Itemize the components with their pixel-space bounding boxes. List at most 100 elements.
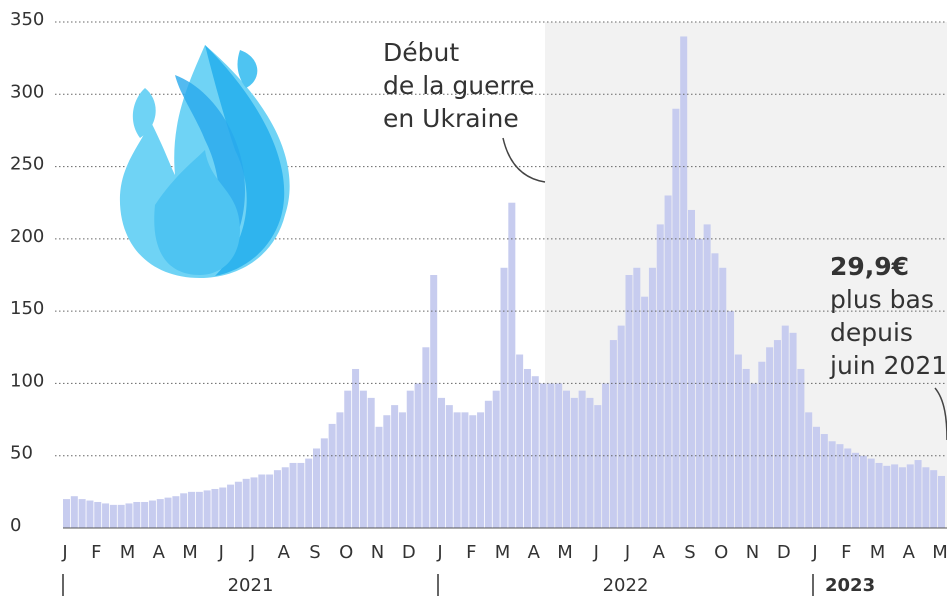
- bar: [555, 383, 563, 528]
- bar: [258, 474, 266, 528]
- x-tick-label: A: [903, 542, 916, 563]
- bar: [273, 470, 281, 528]
- bar: [227, 484, 235, 528]
- bar: [430, 275, 438, 528]
- bar: [570, 397, 578, 528]
- bar: [148, 500, 156, 528]
- bar: [773, 340, 781, 528]
- x-tick-label: M: [870, 542, 886, 563]
- bar: [188, 491, 196, 528]
- x-tick-label: J: [436, 542, 442, 563]
- bar: [422, 347, 430, 528]
- bar: [891, 464, 899, 528]
- year-label: 2022: [603, 575, 649, 596]
- bar: [828, 441, 836, 528]
- bar: [797, 368, 805, 528]
- bar: [508, 202, 516, 528]
- x-tick-label: N: [371, 542, 384, 563]
- x-tick-label: M: [932, 542, 947, 563]
- y-tick-label: 0: [10, 515, 21, 536]
- bar: [867, 458, 875, 528]
- annotation-line: de la guerre: [383, 71, 534, 100]
- bar: [742, 368, 750, 528]
- bar: [898, 467, 906, 528]
- bar: [156, 499, 164, 528]
- y-tick-label: 300: [10, 81, 44, 102]
- x-tick-label: N: [746, 542, 759, 563]
- bar: [328, 423, 336, 528]
- x-tick-label: O: [714, 542, 728, 563]
- bar: [594, 405, 602, 528]
- bar: [219, 487, 227, 528]
- bar: [367, 397, 375, 528]
- y-tick-label: 350: [10, 9, 44, 30]
- bar: [563, 390, 571, 528]
- bar: [852, 452, 860, 528]
- bar: [531, 376, 539, 528]
- bar: [938, 475, 946, 528]
- bar: [266, 474, 274, 528]
- bar: [617, 325, 625, 528]
- annotation-line: Début: [383, 38, 459, 67]
- annotation-value: 29,9€: [830, 252, 909, 281]
- bar: [461, 412, 469, 528]
- x-tick-label: D: [402, 542, 416, 563]
- bar: [922, 467, 930, 528]
- bar: [766, 347, 774, 528]
- x-tick-label: J: [811, 542, 817, 563]
- x-tick-label: A: [653, 542, 666, 563]
- year-label: 2021: [228, 575, 274, 596]
- x-tick-label: J: [61, 542, 67, 563]
- bar: [305, 458, 313, 528]
- annotation-line: plus bas: [830, 285, 934, 314]
- x-tick-label: M: [120, 542, 136, 563]
- bar: [875, 462, 883, 528]
- bar: [492, 390, 500, 528]
- bar: [641, 296, 649, 528]
- bar: [914, 460, 922, 528]
- bar: [656, 224, 664, 528]
- bar: [734, 354, 742, 528]
- bar: [516, 354, 524, 528]
- bar: [195, 491, 203, 528]
- x-tick-label: S: [309, 542, 320, 563]
- bar: [484, 400, 492, 528]
- y-tick-label: 250: [10, 154, 44, 175]
- bar: [102, 503, 110, 528]
- annotation-line: juin 2021: [829, 351, 947, 380]
- x-tick-label: D: [777, 542, 791, 563]
- bar: [172, 496, 180, 528]
- bar: [844, 448, 852, 528]
- bar: [320, 438, 328, 528]
- bar: [688, 209, 696, 528]
- bar: [781, 325, 789, 528]
- y-tick-label: 100: [10, 370, 44, 391]
- bar: [94, 501, 102, 528]
- bar: [477, 412, 485, 528]
- bar: [242, 478, 250, 528]
- leader-line: [502, 137, 546, 183]
- bar: [836, 444, 844, 528]
- bar: [359, 390, 367, 528]
- bar: [633, 267, 641, 528]
- bar: [789, 332, 797, 528]
- bar: [672, 108, 680, 528]
- y-tick-label: 50: [10, 443, 33, 464]
- bar: [438, 397, 446, 528]
- bar: [289, 462, 297, 528]
- bar: [203, 490, 211, 528]
- x-tick-label: J: [624, 542, 630, 563]
- x-tick-label: M: [495, 542, 511, 563]
- bar: [336, 412, 344, 528]
- bar: [625, 275, 633, 528]
- x-tick-label: J: [593, 542, 599, 563]
- bar: [758, 361, 766, 528]
- bar: [664, 195, 672, 528]
- bar: [109, 504, 117, 528]
- bar: [906, 464, 914, 528]
- bar: [383, 415, 391, 528]
- annotation-line: depuis: [830, 318, 913, 347]
- bar: [250, 477, 258, 528]
- bar: [297, 462, 305, 528]
